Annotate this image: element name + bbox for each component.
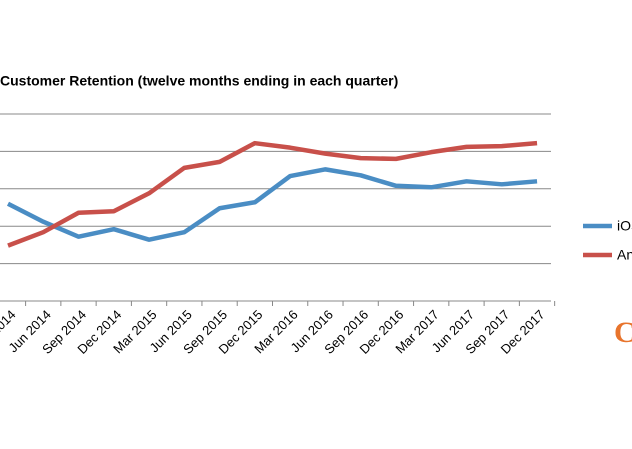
legend-label: Android xyxy=(617,247,632,263)
watermark: CIRP xyxy=(614,316,632,349)
chart-title: Customer Retention (twelve months ending… xyxy=(0,73,398,89)
line-series xyxy=(6,167,538,242)
legend-label: iOS xyxy=(617,218,632,234)
line-series xyxy=(7,140,538,248)
